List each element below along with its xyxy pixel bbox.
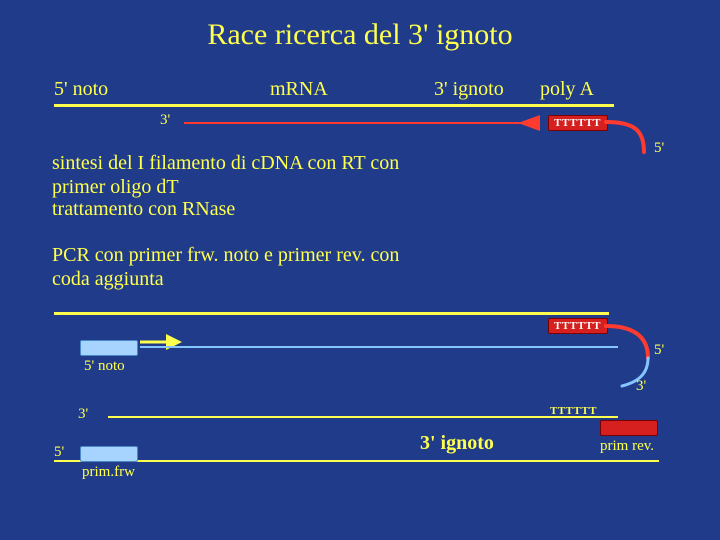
- primer-frw-box-lower: [80, 446, 138, 462]
- pcr-lower-template: [108, 416, 618, 418]
- pcr-upper-template: [54, 312, 609, 315]
- text-rnase: trattamento con RNase: [52, 198, 235, 221]
- pcr-label-3prime-r: 3': [636, 378, 646, 395]
- label-3-ignoto: 3' ignoto: [434, 78, 504, 101]
- diagram-stage: Race ricerca del 3' ignoto 5' noto mRNA …: [0, 0, 720, 540]
- label-prim-rev: prim rev.: [600, 438, 654, 455]
- pcr-label-5prime-l: 5': [54, 444, 64, 461]
- label-polyA: poly A: [540, 78, 594, 101]
- pcr-label-3prime-l: 3': [78, 406, 88, 423]
- pcr-blue-extend: [140, 346, 618, 348]
- pcr-lower-tt-label: TTTTTT: [550, 405, 597, 417]
- arrow-right-icon: [140, 331, 184, 353]
- label-3prime-top: 3': [160, 112, 170, 129]
- text-pcr-1: PCR con primer frw. noto e primer rev. c…: [52, 244, 399, 267]
- oligo-tail-curve: [604, 118, 654, 158]
- text-sintesi-2: primer oligo dT: [52, 176, 179, 199]
- label-5-noto-frw: 5' noto: [84, 358, 125, 375]
- pcr-upper-tt-label: TTTTTT: [554, 320, 601, 332]
- label-3ignoto-lower: 3' ignoto: [420, 432, 494, 455]
- primer-rev-box: [600, 420, 658, 436]
- label-mrna: mRNA: [270, 78, 328, 101]
- mrna-line: [54, 104, 614, 107]
- primer-frw-box: [80, 340, 138, 356]
- oligo-dt-label: TTTTTT: [554, 117, 601, 129]
- pcr-label-5prime-r: 5': [654, 342, 664, 359]
- text-sintesi-1: sintesi del I filamento di cDNA con RT c…: [52, 152, 399, 175]
- label-5prime-top: 5': [654, 140, 664, 157]
- cdna-first-strand: [184, 122, 529, 124]
- text-pcr-2: coda aggiunta: [52, 268, 164, 291]
- label-prim-frw: prim.frw: [82, 464, 135, 481]
- arrow-left-icon: [518, 113, 544, 133]
- slide-title: Race ricerca del 3' ignoto: [0, 18, 720, 52]
- pcr-lower-strand: [54, 460, 659, 462]
- label-5-noto: 5' noto: [54, 78, 108, 101]
